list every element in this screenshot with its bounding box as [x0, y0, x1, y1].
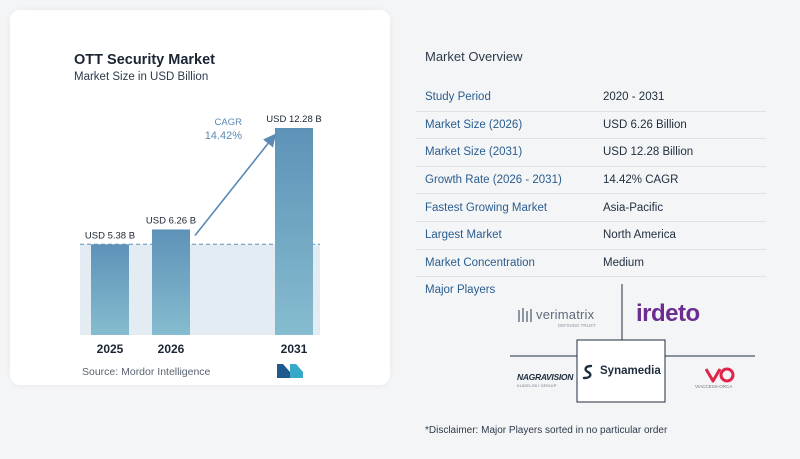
- synamedia-icon: [582, 364, 593, 380]
- overview-row: Market Size (2031) USD 12.28 Billion: [416, 139, 766, 167]
- cagr-arrow: [194, 133, 276, 236]
- data-label: USD 6.26 B: [146, 215, 196, 226]
- cagr-label: CAGR: [215, 117, 243, 128]
- disclaimer: *Disclaimer: Major Players sorted in no …: [425, 425, 668, 436]
- irdeto-logo: irdeto: [636, 300, 700, 328]
- viaccess-orca-wordmark: VIACCESS-ORCA: [695, 384, 733, 389]
- nagravision-tagline: KUDELSKI GROUP: [517, 383, 557, 388]
- chart-title: OTT Security Market: [74, 52, 216, 68]
- row-value: USD 12.28 Billion: [603, 146, 694, 159]
- row-label: Growth Rate (2026 - 2031): [425, 174, 562, 187]
- data-label: USD 12.28 B: [266, 114, 321, 125]
- bar-chart: USD 5.38 B 2025 USD 6.26 B 2026 USD 12.28 B 2…: [80, 114, 322, 356]
- row-label: Market Concentration: [425, 256, 535, 269]
- overview-row: Largest Market North America: [416, 222, 766, 250]
- overview-row: Study Period 2020 - 2031: [416, 84, 766, 112]
- row-value: USD 6.26 Billion: [603, 118, 687, 131]
- synamedia-wordmark: Synamedia: [600, 365, 661, 377]
- row-label: Largest Market: [425, 229, 502, 242]
- source-note: Source: Mordor Intelligence: [82, 366, 211, 378]
- x-tick-label: 2031: [281, 342, 308, 356]
- bar-2025: [91, 244, 129, 335]
- players-grid: [510, 284, 755, 403]
- overview-row: Market Concentration Medium: [416, 250, 766, 278]
- overview-row: Market Size (2026) USD 6.26 Billion: [416, 112, 766, 140]
- grid-box: [576, 339, 666, 403]
- x-tick-label: 2025: [97, 342, 124, 356]
- nagravision-wordmark: NAGRAVISION: [517, 372, 574, 382]
- row-label: Market Size (2026): [425, 118, 523, 131]
- row-value: 14.42% CAGR: [603, 174, 679, 187]
- verimatrix-icon: [518, 308, 532, 322]
- row-label: Fastest Growing Market: [425, 201, 548, 214]
- verimatrix-wordmark: verimatrix: [536, 307, 595, 322]
- viaccess-orca-icon: [705, 367, 735, 383]
- overview-row: Fastest Growing Market Asia-Pacific: [416, 194, 766, 222]
- row-label: Study Period: [425, 91, 491, 104]
- row-value: 2020 - 2031: [603, 91, 665, 104]
- bar-2031: [275, 128, 313, 335]
- irdeto-wordmark: irdeto: [636, 300, 700, 327]
- row-label: Market Size (2031): [425, 146, 523, 159]
- verimatrix-tagline: DEFINING TRUST: [558, 323, 596, 328]
- overview-table: Study Period 2020 - 2031 Market Size (20…: [416, 84, 766, 278]
- data-label: USD 5.38 B: [85, 230, 135, 241]
- major-players-title: Major Players: [425, 284, 496, 296]
- overview-title: Market Overview: [425, 49, 523, 64]
- nagravision-logo: NAGRAVISION KUDELSKI GROUP: [517, 372, 573, 388]
- row-value: North America: [603, 229, 676, 242]
- row-value: Asia-Pacific: [603, 201, 664, 214]
- overview-row: Growth Rate (2026 - 2031) 14.42% CAGR: [416, 167, 766, 195]
- row-value: Medium: [603, 256, 644, 269]
- chart-subtitle: Market Size in USD Billion: [74, 71, 209, 83]
- cagr-value: 14.42%: [205, 130, 243, 142]
- bar-2026: [152, 229, 190, 335]
- mordor-logo-icon: [277, 364, 303, 378]
- x-tick-label: 2026: [158, 342, 185, 356]
